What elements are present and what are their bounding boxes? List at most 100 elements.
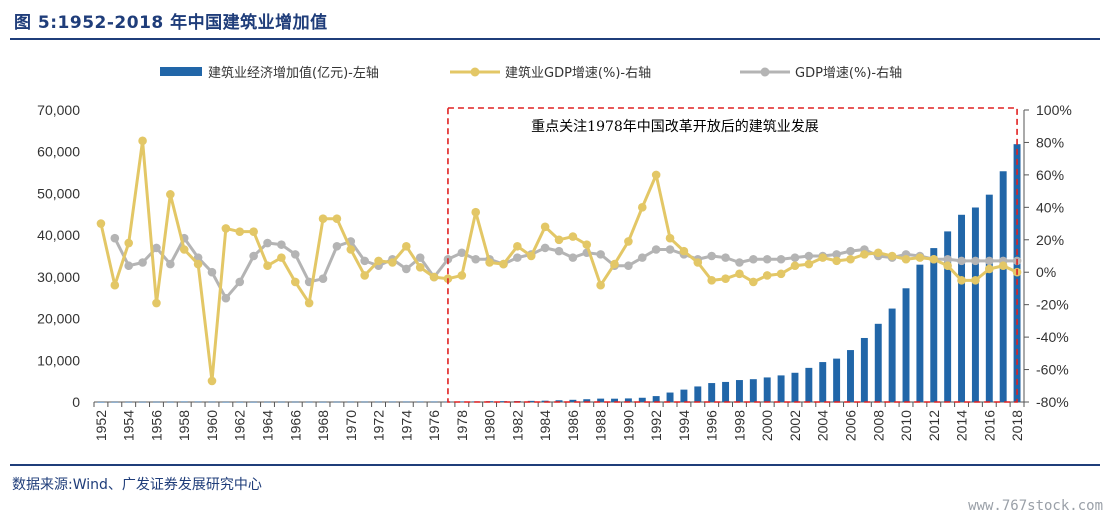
x-tick-label: 1978 <box>454 410 470 441</box>
construction-gdp-growth-point <box>804 259 814 269</box>
bar <box>777 375 785 402</box>
y-right-tick-label: -60% <box>1036 362 1069 378</box>
bar <box>680 389 688 402</box>
construction-gdp-growth-point <box>693 258 703 267</box>
construction-gdp-growth-point <box>998 261 1008 271</box>
bar <box>819 362 827 402</box>
gdp-growth-point <box>651 245 661 254</box>
x-tick-label: 1984 <box>537 410 553 441</box>
bar <box>888 308 896 402</box>
gdp-growth-point <box>263 238 272 248</box>
bar <box>222 401 230 403</box>
legend-label-bar: 建筑业经济增加值(亿元)-左轴 <box>208 65 379 81</box>
construction-gdp-growth-point <box>318 214 328 223</box>
gdp-growth-point <box>415 253 425 262</box>
bar <box>916 264 924 402</box>
construction-gdp-growth-point <box>415 263 425 272</box>
gdp-growth-point <box>762 254 772 264</box>
construction-gdp-growth-point <box>554 235 564 245</box>
x-tick-label: 1992 <box>648 410 664 441</box>
bar <box>999 171 1007 402</box>
construction-gdp-growth-point <box>901 254 911 264</box>
legend-label-construction-gdp: 建筑业GDP增速(%)-右轴 <box>505 65 651 81</box>
gdp-growth-point <box>138 258 147 267</box>
bar <box>722 381 730 402</box>
x-tick-label: 1958 <box>176 410 192 441</box>
bar <box>430 401 438 403</box>
y-left-tick-label: 30,000 <box>37 269 80 285</box>
gdp-growth-point <box>513 253 522 262</box>
construction-gdp-growth-point <box>929 254 939 264</box>
gdp-growth-point <box>624 261 633 271</box>
x-tick-label: 2002 <box>787 410 803 441</box>
bar <box>666 392 674 402</box>
construction-gdp-growth-point <box>860 250 869 259</box>
bar <box>930 248 938 402</box>
gdp-growth-point <box>804 251 814 261</box>
construction-gdp-growth-point <box>582 240 592 249</box>
x-tick-label: 2012 <box>926 410 942 441</box>
x-tick-label: 1972 <box>371 410 387 441</box>
gdp-growth-point <box>637 253 647 262</box>
x-tick-label: 1960 <box>204 410 220 441</box>
gdp-growth-line <box>113 236 1018 300</box>
gdp-growth-point <box>290 250 300 259</box>
x-tick-label: 1964 <box>260 410 276 441</box>
bar <box>375 401 383 403</box>
bar <box>791 372 799 402</box>
construction-gdp-growth-point <box>485 258 494 267</box>
construction-gdp-growth-point <box>249 227 258 236</box>
x-tick-label: 1998 <box>731 410 747 441</box>
gdp-growth-point <box>457 248 467 258</box>
construction-gdp-growth-point <box>832 256 841 266</box>
bar <box>805 367 813 402</box>
construction-gdp-growth-point <box>513 241 522 251</box>
construction-gdp-growth-point <box>665 233 675 243</box>
construction-gdp-growth-point <box>471 207 481 217</box>
bar <box>180 401 188 403</box>
bar <box>597 398 605 402</box>
x-tick-label: 1986 <box>565 410 581 441</box>
construction-gdp-growth-point <box>402 241 411 251</box>
bar <box>264 401 271 403</box>
construction-gdp-growth-point <box>873 248 883 258</box>
gdp-growth-point <box>318 274 328 284</box>
bar <box>749 379 757 402</box>
y-left-tick-label: 20,000 <box>37 311 80 327</box>
construction-gdp-growth-point <box>651 170 661 180</box>
y-left-tick-label: 50,000 <box>37 185 80 201</box>
figure-title: 图 5:1952-2018 年中国建筑业增加值 <box>14 13 328 33</box>
legend-marker-gdp <box>760 67 770 77</box>
construction-gdp-growth-point <box>110 280 120 290</box>
bar <box>458 401 466 403</box>
construction-gdp-growth-point <box>96 219 106 228</box>
x-tick-label: 1952 <box>93 410 109 441</box>
x-tick-label: 1956 <box>148 410 164 441</box>
bar <box>833 358 841 402</box>
construction-gdp-growth-point <box>957 276 966 285</box>
construction-gdp-growth-point <box>749 277 758 287</box>
gdp-growth-point <box>568 253 578 262</box>
bar <box>402 401 410 403</box>
y-left-tick-label: 40,000 <box>37 227 80 243</box>
bar <box>527 400 535 402</box>
construction-gdp-growth-point <box>762 271 772 280</box>
construction-gdp-growth-point <box>374 256 383 266</box>
bar <box>208 401 216 403</box>
gdp-growth-point <box>360 256 369 266</box>
construction-gdp-growth-point <box>526 251 536 261</box>
gdp-growth-point <box>971 256 980 266</box>
bar <box>166 401 174 403</box>
x-tick-label: 2004 <box>815 410 831 441</box>
bar <box>361 401 369 403</box>
bar <box>944 231 952 402</box>
construction-gdp-growth-point <box>846 254 855 264</box>
bar <box>388 401 396 403</box>
y-left-tick-label: 0 <box>72 394 80 410</box>
gdp-growth-point <box>235 277 245 287</box>
gdp-growth-point <box>249 251 258 261</box>
bar <box>277 401 285 403</box>
bar <box>250 401 258 403</box>
bar <box>958 214 966 402</box>
bar <box>583 399 591 402</box>
